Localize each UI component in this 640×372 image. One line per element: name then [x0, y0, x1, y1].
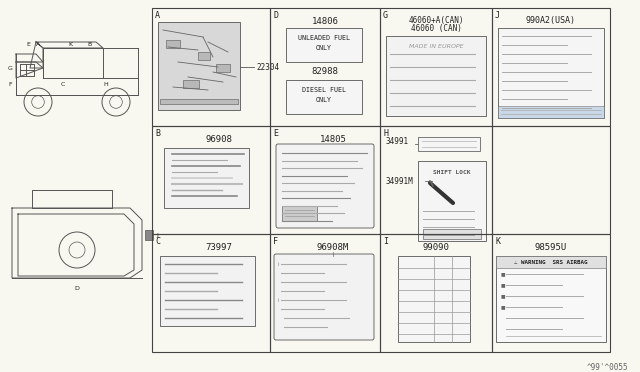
Text: DIESEL FUEL: DIESEL FUEL	[302, 87, 346, 93]
Bar	[380, 234, 492, 352]
Text: 99090: 99090	[422, 244, 449, 253]
Bar	[166, 40, 180, 48]
Bar	[492, 8, 610, 126]
Bar	[152, 8, 270, 126]
Text: 14806: 14806	[312, 16, 339, 26]
Text: F: F	[8, 81, 12, 87]
Text: 34991M: 34991M	[386, 176, 413, 186]
Bar	[380, 126, 492, 234]
Bar	[160, 99, 238, 104]
Text: i: i	[278, 298, 280, 302]
Text: K: K	[68, 42, 72, 46]
Text: B: B	[88, 42, 92, 46]
Text: MADE IN EUROPE: MADE IN EUROPE	[409, 44, 463, 48]
Bar	[380, 8, 492, 126]
Bar	[418, 161, 486, 241]
Text: I: I	[383, 237, 388, 246]
Text: 46060+A(CAN): 46060+A(CAN)	[408, 16, 464, 26]
Bar	[216, 64, 230, 72]
Bar	[270, 8, 380, 126]
Text: J: J	[495, 10, 500, 19]
Text: 34991: 34991	[386, 138, 409, 147]
Text: 82988: 82988	[312, 67, 339, 77]
Text: H: H	[383, 128, 388, 138]
Text: F: F	[273, 237, 278, 246]
Bar	[418, 137, 480, 151]
Text: K: K	[495, 237, 500, 246]
Bar	[286, 28, 362, 62]
Bar	[158, 22, 240, 110]
Bar	[270, 126, 380, 234]
Text: 14805: 14805	[319, 135, 346, 144]
Text: 73997: 73997	[205, 244, 232, 253]
Text: 990A2(USA): 990A2(USA)	[526, 16, 576, 26]
Bar	[198, 52, 210, 60]
Text: G: G	[8, 65, 12, 71]
Bar	[423, 229, 481, 239]
FancyBboxPatch shape	[276, 144, 374, 228]
Text: 98595U: 98595U	[535, 244, 567, 253]
Text: C: C	[61, 81, 65, 87]
Text: ■: ■	[501, 294, 506, 298]
Text: i: i	[278, 262, 280, 266]
Bar	[496, 256, 606, 342]
Bar	[498, 106, 604, 118]
Text: E: E	[26, 42, 30, 46]
Bar	[492, 234, 610, 352]
Text: ■: ■	[501, 305, 506, 310]
Text: A: A	[155, 10, 160, 19]
Bar	[183, 80, 199, 88]
FancyBboxPatch shape	[274, 254, 374, 340]
Bar	[164, 148, 249, 208]
Text: 96908: 96908	[205, 135, 232, 144]
Text: ■: ■	[501, 272, 506, 276]
Bar	[498, 28, 604, 118]
Text: 22304: 22304	[256, 62, 279, 71]
Text: E: E	[273, 128, 278, 138]
Bar	[286, 80, 362, 114]
Text: G: G	[383, 10, 388, 19]
Text: ONLY: ONLY	[316, 97, 332, 103]
Bar	[270, 234, 380, 352]
Text: C: C	[155, 237, 160, 246]
Bar	[160, 256, 255, 326]
Bar	[398, 256, 470, 342]
Bar	[145, 230, 153, 240]
Bar	[492, 126, 610, 234]
Text: H: H	[104, 81, 108, 87]
Text: ■: ■	[501, 282, 506, 288]
Text: SHIFT LOCK: SHIFT LOCK	[433, 170, 471, 176]
Text: D: D	[75, 285, 79, 291]
Text: ⚠ WARNING  SRS AIRBAG: ⚠ WARNING SRS AIRBAG	[515, 260, 588, 264]
Text: 46060 (CAN): 46060 (CAN)	[411, 25, 461, 33]
Text: 96908M: 96908M	[317, 243, 349, 251]
Text: UNLEADED FUEL: UNLEADED FUEL	[298, 35, 350, 41]
Text: D: D	[273, 10, 278, 19]
Text: B: B	[155, 128, 160, 138]
Bar	[152, 234, 270, 352]
Text: ^99'^0055: ^99'^0055	[586, 362, 628, 372]
Bar	[386, 36, 486, 116]
Text: A: A	[36, 42, 40, 46]
Text: J: J	[156, 232, 158, 237]
Bar	[152, 126, 270, 234]
Bar	[496, 256, 606, 268]
Text: ONLY: ONLY	[316, 45, 332, 51]
Bar	[282, 206, 317, 221]
